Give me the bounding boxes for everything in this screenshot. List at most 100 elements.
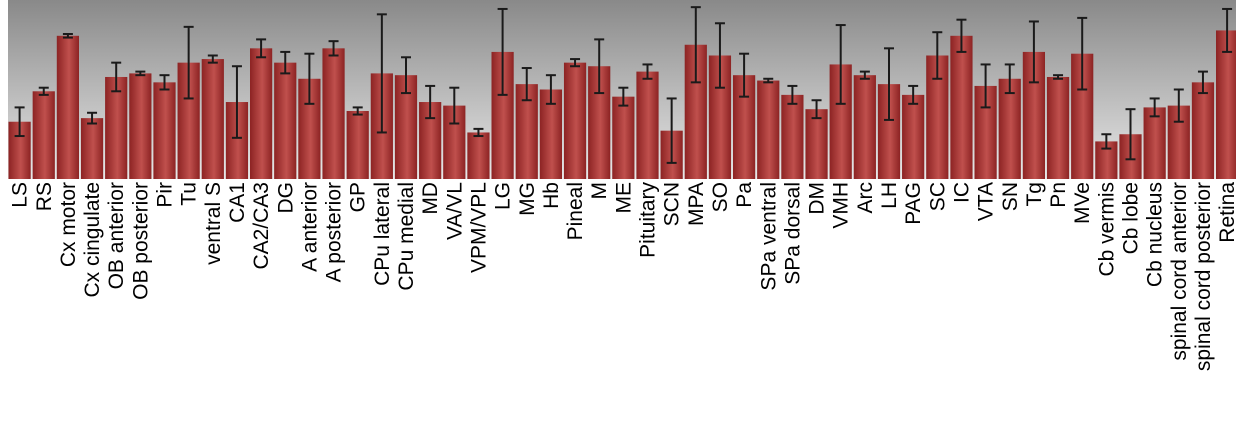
category-label: CA2/CA3: [250, 182, 273, 270]
category-label: CA1: [226, 182, 249, 223]
category-label: DM: [806, 182, 829, 215]
category-label: RS: [33, 182, 56, 211]
error-bar: [1077, 16, 1088, 91]
bar: [467, 132, 490, 179]
category-label: Retina: [1216, 182, 1236, 243]
error-bar: [1004, 63, 1015, 95]
category-label: Tu: [178, 182, 201, 206]
error-bar: [352, 106, 363, 116]
error-bar: [884, 47, 894, 121]
category-label: SO: [709, 182, 732, 212]
category-label: CPu lateral: [371, 182, 394, 286]
bar: [950, 35, 973, 179]
bar: [1046, 76, 1070, 179]
error-bar: [666, 97, 677, 164]
category-label: spinal cord anterior: [1168, 182, 1191, 361]
bar: [80, 118, 104, 179]
bar: [684, 44, 707, 179]
error-bar: [87, 111, 98, 125]
category-label: Arc: [854, 182, 877, 214]
error-bar: [1222, 7, 1233, 53]
bar: [612, 96, 635, 179]
error-bar: [473, 127, 484, 138]
bar: [491, 51, 514, 179]
category-label: Cx motor: [57, 182, 80, 267]
error-bar: [207, 54, 218, 64]
error-bar: [231, 65, 242, 139]
category-label: Cx cingulate: [81, 182, 104, 298]
bar: [8, 121, 31, 179]
error-bar: [135, 70, 146, 77]
category-label: VPM/VPL: [467, 182, 490, 273]
error-bar: [376, 13, 387, 134]
category-label: Pineal: [564, 182, 587, 240]
bar: [974, 85, 997, 179]
bar: [250, 48, 273, 179]
error-bar: [787, 84, 798, 105]
category-labels-group: LS RS Cx motor Cx cingulate OB anterior OB po…: [9, 182, 1236, 372]
error-bar: [449, 86, 460, 125]
error-bar: [908, 84, 919, 105]
bar: [443, 105, 466, 179]
error-bar: [956, 18, 967, 53]
category-label: A anterior: [298, 182, 321, 272]
category-label: MPA: [685, 182, 708, 226]
bar: [515, 84, 538, 179]
bar: [636, 71, 659, 179]
error-bar: [1053, 74, 1064, 80]
category-label: LS: [9, 182, 32, 208]
bar: [346, 110, 369, 179]
error-bar: [594, 38, 605, 95]
error-bar: [280, 50, 291, 75]
bar: [177, 62, 200, 179]
category-label: ME: [612, 182, 635, 214]
category-label: SPa ventral: [757, 182, 780, 291]
bar: [1167, 105, 1190, 179]
error-bar: [521, 67, 532, 102]
category-label: Pituitary: [637, 182, 660, 258]
bar: [1022, 51, 1045, 179]
error-bar: [642, 63, 653, 80]
bar: [298, 78, 321, 179]
bar: [757, 80, 780, 179]
error-bar: [835, 24, 846, 105]
bar: [829, 64, 852, 179]
bars-group: [8, 30, 1236, 180]
error-bar: [62, 33, 73, 39]
error-bar: [38, 86, 49, 96]
bar: [419, 102, 442, 179]
category-label: OB anterior: [105, 182, 128, 289]
category-label: IC: [950, 182, 973, 203]
category-label: ventral S: [202, 182, 225, 265]
category-label: Pn: [1047, 182, 1070, 208]
category-label: LG: [492, 182, 515, 210]
category-label: Cb lobe: [1120, 182, 1143, 254]
bar: [877, 84, 901, 179]
bar: [588, 66, 611, 179]
category-label: SN: [999, 182, 1022, 211]
error-bar: [1149, 97, 1160, 118]
error-bar: [1197, 70, 1208, 95]
category-label: Cb vermis: [1095, 182, 1118, 277]
bar: [274, 62, 297, 179]
bar: [539, 89, 562, 179]
error-bar: [159, 74, 170, 91]
error-bars-group: [14, 6, 1233, 164]
bar: [56, 35, 79, 179]
category-label: MG: [516, 182, 539, 216]
bar: [781, 94, 804, 179]
error-bar: [1101, 133, 1112, 150]
category-label: spinal cord posterior: [1192, 182, 1215, 371]
error-bar: [763, 77, 774, 84]
error-bar: [497, 7, 508, 96]
bar: [926, 55, 949, 179]
bar: [105, 76, 128, 179]
error-bar: [183, 25, 194, 100]
bar: [708, 55, 732, 179]
error-bar: [545, 74, 556, 105]
category-label: A posterior: [323, 182, 346, 282]
bar: [902, 94, 925, 179]
error-bar: [714, 22, 725, 89]
error-bar: [739, 52, 750, 98]
